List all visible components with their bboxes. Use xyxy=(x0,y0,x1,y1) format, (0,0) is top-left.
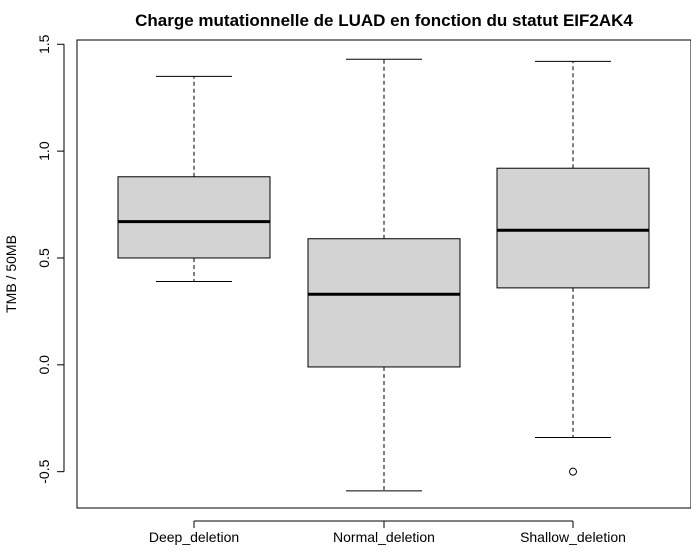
y-tick-label: 0.5 xyxy=(36,248,52,268)
box-iqr xyxy=(307,238,461,368)
x-tick-label: Normal_deletion xyxy=(333,529,435,545)
y-axis-label: TMB / 50MB xyxy=(3,235,19,313)
y-tick-label: 1.0 xyxy=(36,141,52,161)
plot-frame xyxy=(76,39,691,509)
y-tick-label: 1.5 xyxy=(36,34,52,54)
box-iqr xyxy=(117,176,271,259)
outlier-point xyxy=(569,467,577,476)
y-tick-label: 0.0 xyxy=(36,355,52,375)
x-axis: Deep_deletion Normal_deletion Shallow_dele… xyxy=(149,520,626,545)
y-axis: -0.5 0.0 0.5 1.0 1.5 xyxy=(36,34,65,484)
box-Shallow_deletion xyxy=(496,60,650,476)
box-iqr xyxy=(496,167,650,289)
box-Deep_deletion xyxy=(117,75,271,282)
x-tick-label: Shallow_deletion xyxy=(520,529,626,545)
y-tick-label: -0.5 xyxy=(36,459,52,483)
x-tick-label: Deep_deletion xyxy=(149,529,239,545)
boxes-group xyxy=(117,58,650,492)
box-Normal_deletion xyxy=(307,58,461,492)
chart-title: Charge mutationnelle de LUAD en fonction… xyxy=(135,11,633,30)
